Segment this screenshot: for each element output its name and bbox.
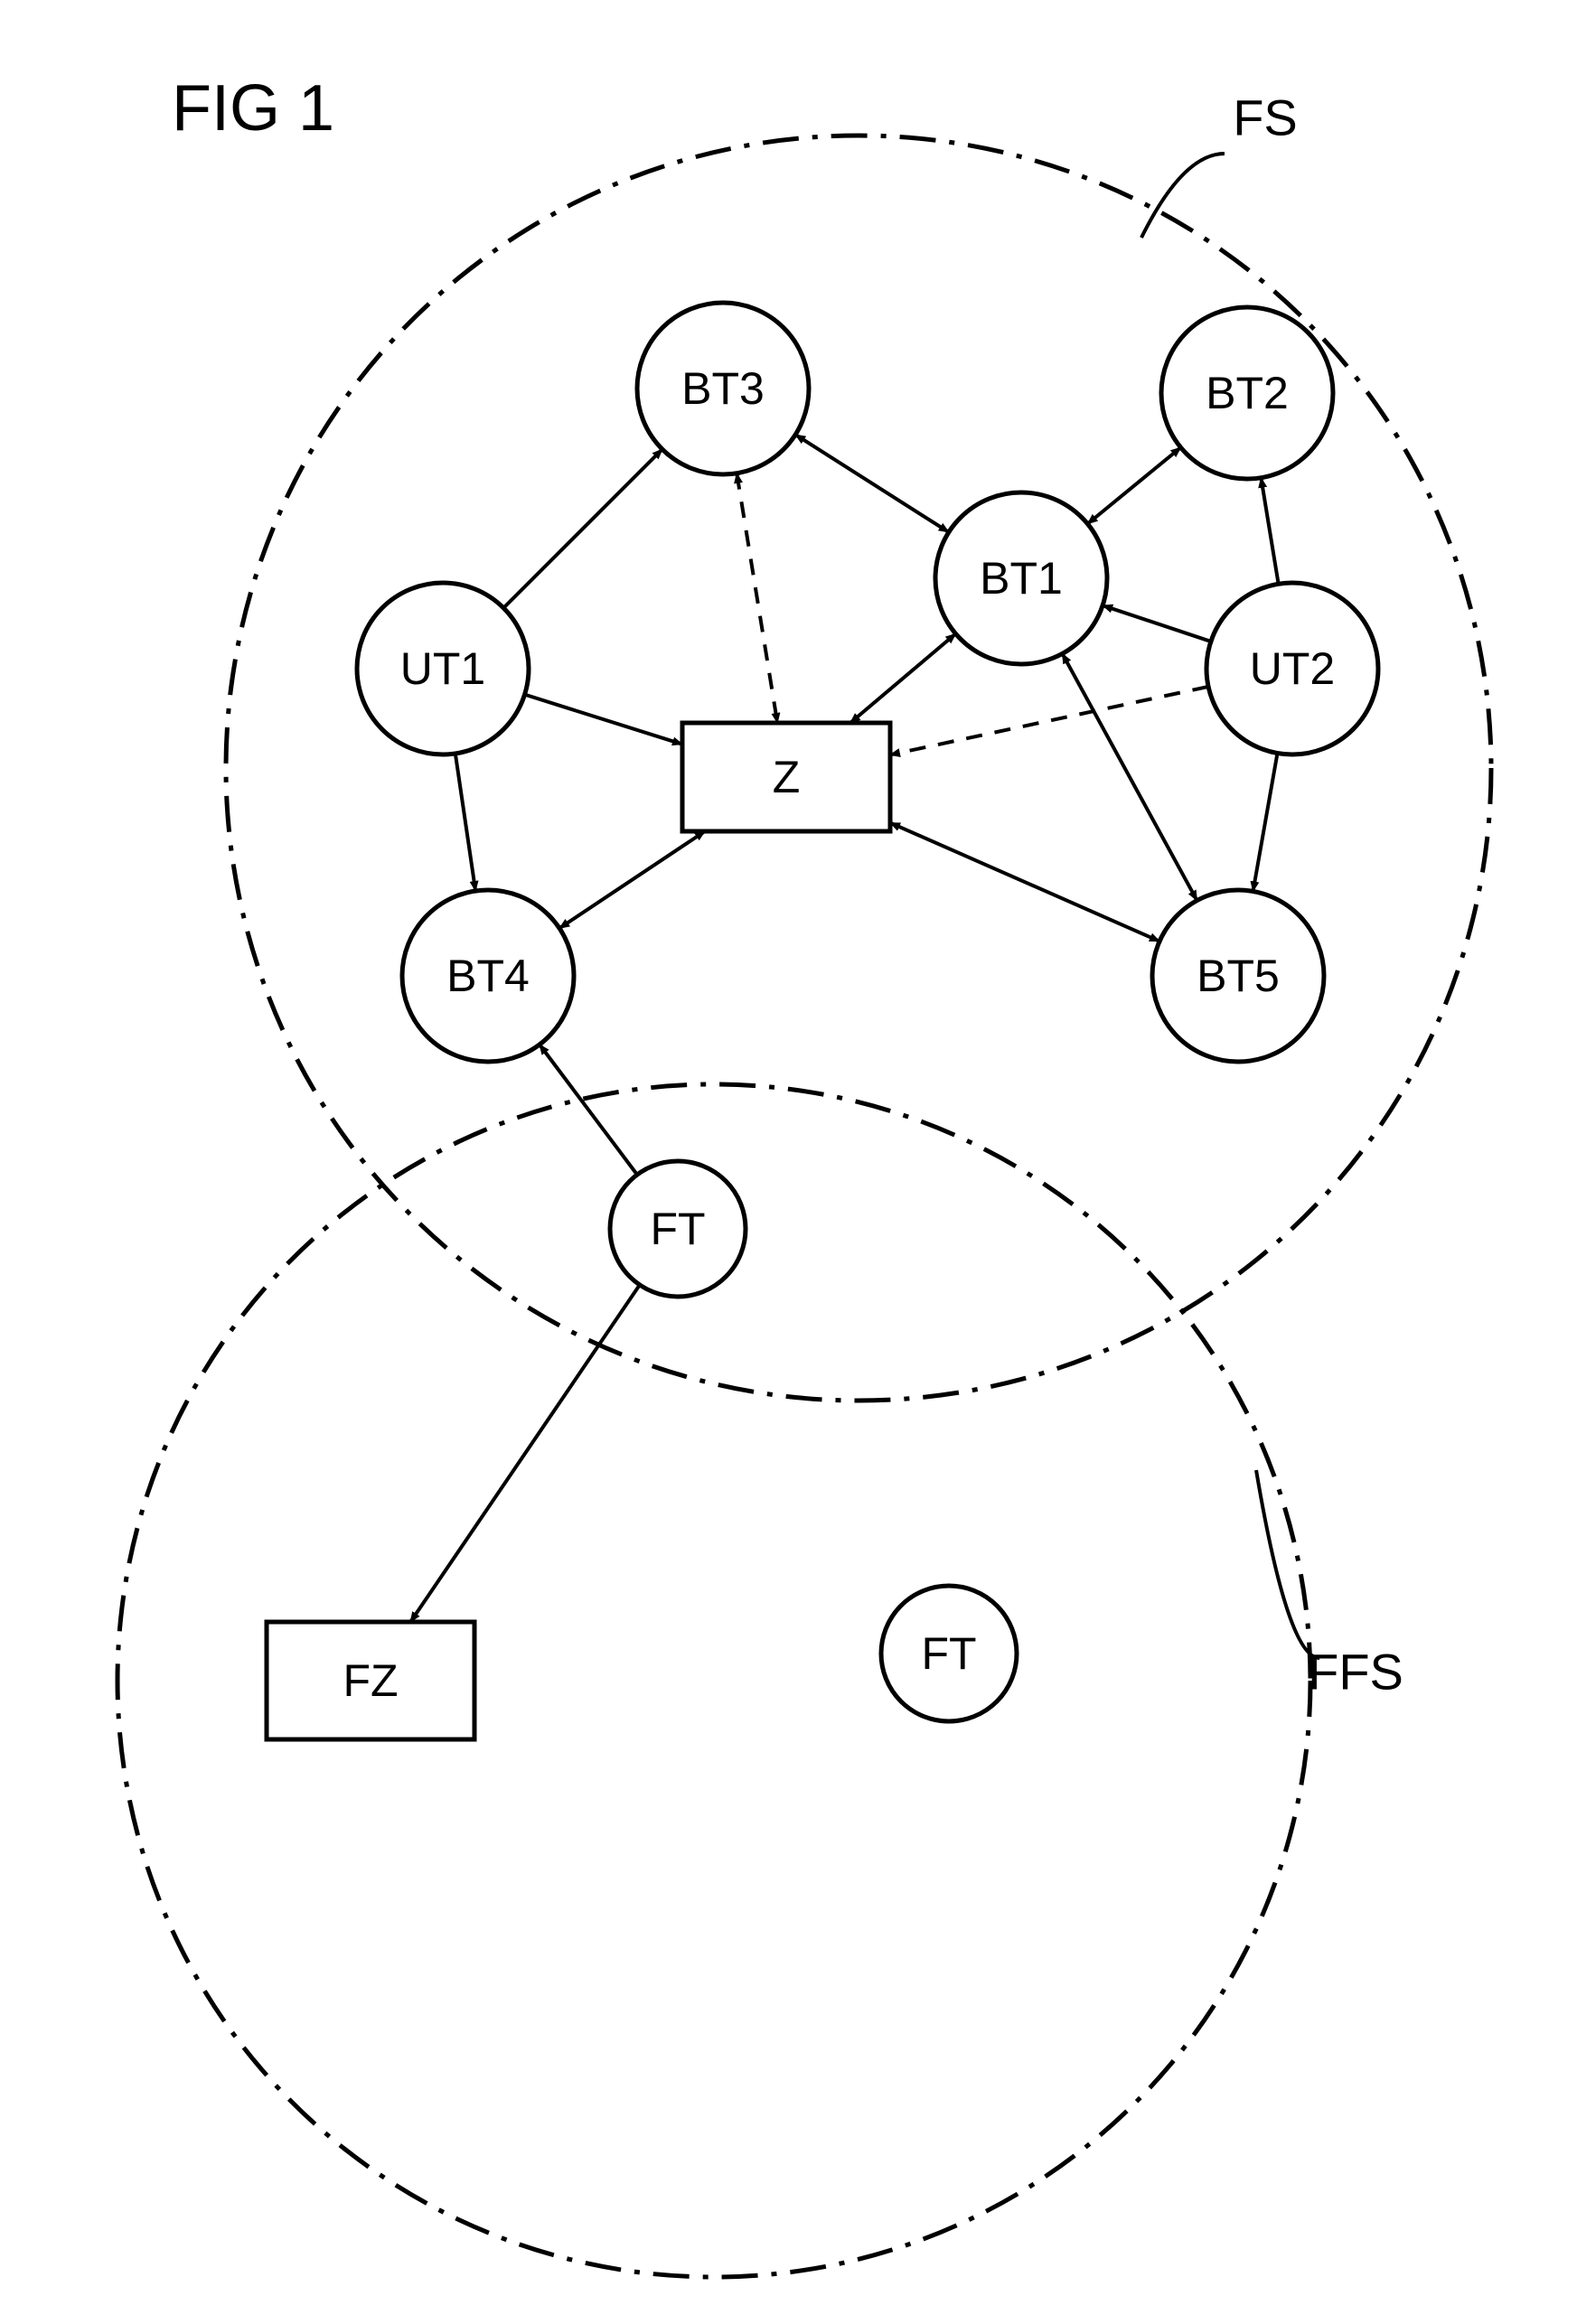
region-label-fs: FS	[1233, 89, 1298, 146]
node-label-bt5: BT5	[1197, 951, 1280, 1001]
region-label-ffs: FFS	[1308, 1644, 1403, 1701]
node-label-fz: FZ	[343, 1655, 398, 1706]
node-label-z: Z	[773, 752, 801, 802]
node-label-ut1: UT1	[400, 643, 485, 694]
node-label-ft1: FT	[650, 1204, 705, 1254]
node-label-ft2: FT	[921, 1628, 976, 1679]
network-diagram: FIG 1 FS FFS BT3 BT2 BT1 UT1 UT2 BT4 BT5 Z FT FT FZ	[0, 0, 1577, 2324]
node-label-ut2: UT2	[1250, 643, 1335, 694]
figure-title: FIG 1	[172, 72, 334, 145]
node-label-bt4: BT4	[446, 951, 530, 1001]
node-label-bt1: BT1	[980, 553, 1063, 604]
node-label-bt3: BT3	[681, 363, 765, 414]
node-label-bt2: BT2	[1206, 368, 1289, 418]
